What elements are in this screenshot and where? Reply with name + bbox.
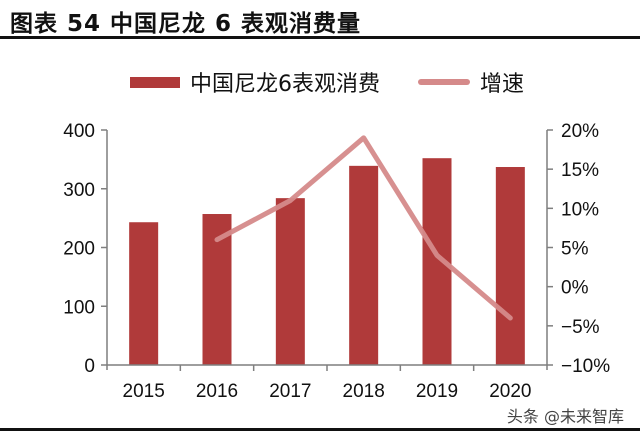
right-tick-label: 10%: [561, 199, 599, 220]
legend: 中国尼龙6表观消费 增速: [130, 66, 524, 98]
left-tick-label: 300: [63, 180, 95, 201]
bar: [275, 198, 305, 365]
right-tick-label: −5%: [561, 317, 600, 338]
left-tick-label: 100: [63, 297, 95, 318]
x-tick-label: 2017: [269, 381, 311, 402]
right-tick-label: 20%: [561, 121, 599, 142]
x-tick-label: 2016: [196, 381, 238, 402]
right-tick-label: 15%: [561, 160, 599, 181]
x-tick-label: 2020: [489, 381, 531, 402]
right-tick-label: 5%: [561, 239, 589, 260]
x-tick-label: 2019: [416, 381, 458, 402]
bar: [495, 167, 525, 365]
watermark: 头条 @未来智库: [506, 407, 624, 426]
legend-bar-swatch: [130, 76, 180, 88]
left-tick-label: 200: [63, 239, 95, 260]
x-tick-label: 2015: [123, 381, 165, 402]
right-tick-label: 0%: [561, 278, 589, 299]
bar: [129, 222, 159, 365]
chart-title: 图表 54 中国尼龙 6 表观消费量: [10, 11, 362, 37]
left-tick-label: 0: [84, 356, 95, 377]
bar: [349, 165, 379, 365]
top-divider: [0, 36, 640, 39]
legend-bar-label: 中国尼龙6表观消费: [190, 72, 380, 97]
legend-line-label: 增速: [480, 72, 525, 97]
bottom-divider: [0, 428, 640, 431]
left-tick-label: 400: [63, 121, 95, 142]
x-tick-label: 2018: [343, 381, 385, 402]
legend-line-swatch: [418, 79, 470, 85]
growth-line: [214, 135, 513, 321]
right-tick-label: −10%: [561, 356, 610, 377]
